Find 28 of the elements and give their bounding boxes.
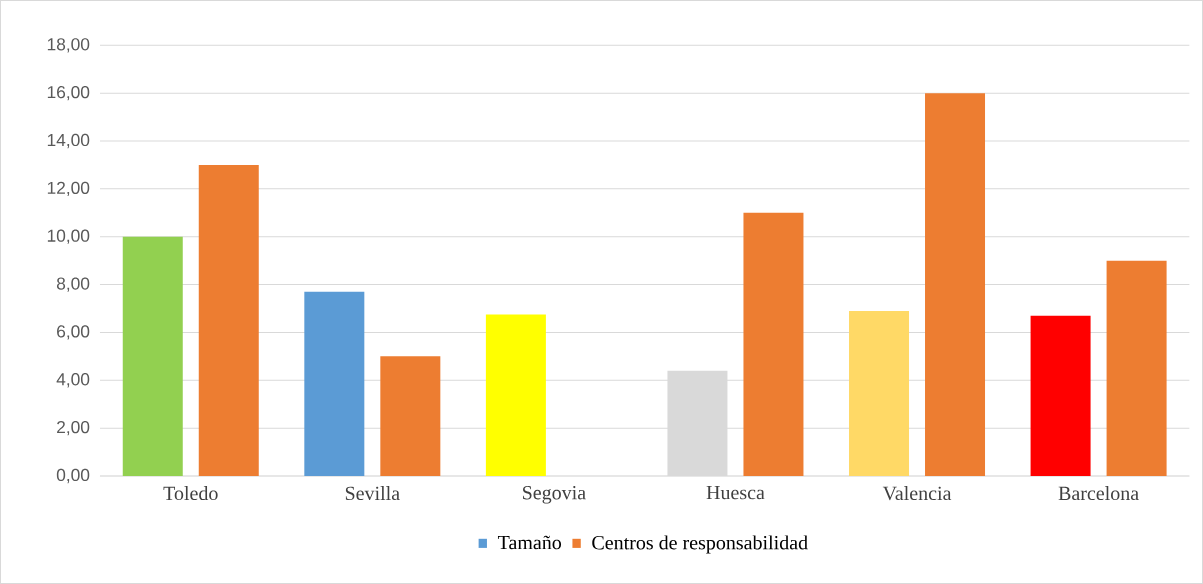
bar bbox=[1106, 260, 1167, 476]
bar bbox=[849, 310, 910, 476]
y-tick-label: 0,00 bbox=[56, 468, 90, 484]
y-tick-label: 18,00 bbox=[47, 38, 90, 53]
bar bbox=[485, 314, 546, 476]
x-tick-label: Segovia bbox=[523, 486, 586, 504]
y-tick-label: 8,00 bbox=[56, 277, 90, 292]
bar bbox=[925, 93, 986, 476]
bar bbox=[743, 212, 804, 476]
bar bbox=[198, 164, 259, 476]
y-tick-label: 4,00 bbox=[56, 373, 90, 388]
x-tick-label: Sevilla bbox=[345, 486, 400, 501]
bar bbox=[380, 356, 441, 476]
y-tick-label: 2,00 bbox=[57, 420, 90, 436]
y-tick-label: 6,00 bbox=[57, 325, 90, 340]
bar bbox=[1030, 315, 1091, 476]
x-tick-label: Valencia bbox=[882, 486, 952, 501]
y-tick-label: 10,00 bbox=[47, 229, 90, 244]
x-tick-label: Barcelona bbox=[1058, 486, 1139, 501]
x-tick-label: Huesca bbox=[706, 486, 765, 500]
legend-label: Centros de responsabilidad bbox=[592, 535, 808, 554]
y-tick-label: 12,00 bbox=[47, 181, 90, 197]
bar bbox=[122, 236, 183, 476]
bar bbox=[304, 291, 365, 476]
legend-label: Tamaño bbox=[497, 535, 562, 550]
y-tick-label: 16,00 bbox=[47, 86, 90, 101]
x-tick-label: Toledo bbox=[163, 486, 218, 501]
y-tick-label: 14,00 bbox=[47, 133, 90, 149]
